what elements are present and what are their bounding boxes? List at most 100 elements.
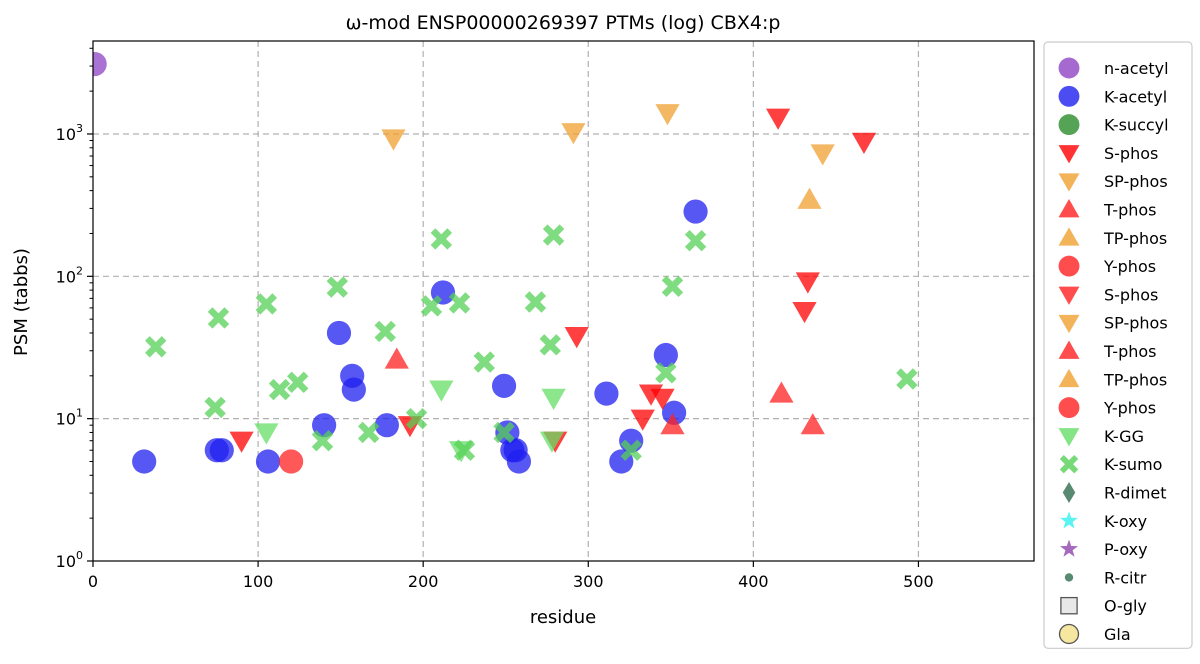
data-point (326, 320, 352, 346)
data-point (491, 373, 517, 398)
y-tick-label: 103 (56, 122, 83, 144)
data-point (358, 421, 380, 444)
data-point (661, 275, 684, 298)
data-point (766, 108, 791, 130)
legend-label: P-oxy (1104, 540, 1148, 559)
legend-marker (1058, 199, 1080, 218)
data-point (341, 377, 366, 402)
data-point (800, 413, 825, 435)
legend-label: SP-phos (1104, 172, 1168, 191)
legend-label: S-phos (1104, 285, 1158, 304)
legend-marker (1058, 255, 1080, 277)
legend-label: T-phos (1103, 201, 1157, 220)
legend-marker (1058, 57, 1080, 79)
legend-marker (1059, 511, 1079, 529)
data-point (453, 439, 476, 461)
legend-marker (1058, 227, 1080, 246)
x-tick-label: 400 (738, 572, 769, 591)
data-point (769, 381, 794, 403)
data-point (229, 431, 254, 453)
series-TP-phos (797, 187, 822, 209)
data-point (311, 430, 334, 452)
data-point (448, 292, 471, 314)
legend-box (1043, 41, 1193, 649)
plot-frame (92, 40, 1035, 562)
data-point (268, 378, 291, 401)
data-point (93, 51, 107, 77)
data-point (207, 307, 230, 329)
data-point (420, 295, 443, 317)
data-point (792, 301, 817, 324)
legend-marker (1058, 340, 1080, 359)
legend-label: T-phos (1103, 342, 1157, 361)
data-point (381, 129, 406, 151)
y-tick-label: 102 (56, 264, 83, 286)
legend-marker (1060, 596, 1078, 615)
data-point (594, 381, 619, 406)
legend: n-acetyl K-acetyl K-succyl S-phos SP-phos T-p… (1043, 41, 1193, 649)
legend-label: S-phos (1104, 144, 1158, 163)
series-K-acetyl (132, 199, 708, 474)
data-point (326, 276, 349, 298)
data-point (254, 423, 279, 445)
legend-label: SP-phos (1104, 314, 1168, 333)
data-point (430, 228, 453, 250)
legend-marker (1058, 145, 1080, 164)
plot-marks (93, 51, 918, 474)
data-point (255, 449, 281, 474)
legend-label: Gla (1104, 625, 1131, 644)
data-point (896, 368, 918, 390)
data-point (524, 291, 547, 313)
x-tick-label: 500 (903, 572, 934, 591)
series-K-sumo (145, 224, 918, 461)
data-point (662, 400, 687, 425)
legend-marker (1058, 623, 1080, 645)
data-point (660, 413, 685, 435)
data-point (429, 380, 454, 402)
y-axis-label: PSM (tabbs) (11, 248, 32, 356)
data-point (473, 351, 495, 373)
data-point (653, 342, 678, 368)
data-point (684, 229, 707, 252)
data-point (539, 431, 565, 453)
data-point (312, 413, 337, 438)
legend-marker (1058, 397, 1080, 419)
data-point (405, 407, 428, 430)
data-point (795, 272, 820, 294)
legend-marker (1059, 454, 1079, 474)
x-axis-label: residue (530, 607, 596, 628)
data-point (542, 224, 565, 246)
data-point (810, 144, 835, 166)
series-n-acetyl (93, 51, 107, 77)
legend-label: TP-phos (1103, 370, 1167, 389)
series-K-GG (254, 380, 566, 463)
legend-label: TP-phos (1103, 229, 1167, 248)
data-point (539, 334, 561, 356)
data-point (374, 320, 396, 343)
legend-marker (1062, 482, 1076, 503)
series-Y-phos (279, 449, 304, 474)
x-tick-label: 300 (573, 572, 604, 591)
data-point (655, 362, 677, 384)
legend-label: Y-phos (1103, 257, 1156, 276)
data-point (655, 104, 680, 126)
legend-label: K-oxy (1104, 512, 1147, 531)
data-point (506, 449, 532, 474)
x-tick-label: 100 (243, 572, 274, 591)
y-tick-label: 100 (56, 549, 83, 571)
legend-marker (1058, 314, 1080, 334)
legend-marker (1059, 539, 1079, 557)
legend-label: R-dimet (1104, 484, 1167, 503)
data-point (145, 336, 167, 358)
data-point (493, 421, 515, 444)
chart-title: ω-mod ENSP00000269397 PTMs (log) CBX4:p (346, 12, 781, 34)
legend-marker (1058, 85, 1080, 107)
data-point (384, 347, 409, 369)
legend-label: K-succyl (1104, 116, 1169, 135)
data-point (564, 327, 589, 349)
legend-label: R-citr (1104, 568, 1147, 587)
legend-marker (1058, 428, 1080, 447)
x-tick-label: 200 (408, 572, 439, 591)
data-point (561, 123, 586, 145)
